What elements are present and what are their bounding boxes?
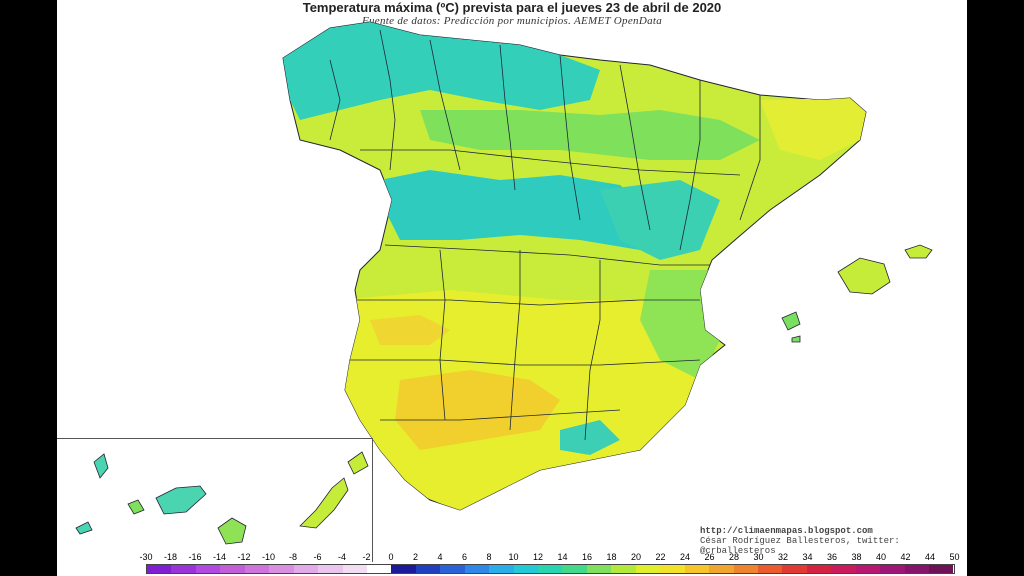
formentera — [791, 335, 801, 343]
temperature-color-scale — [146, 564, 955, 574]
legend-swatch — [391, 565, 416, 573]
legend-tick: 34 — [802, 552, 813, 562]
legend-tick: 32 — [777, 552, 789, 562]
legend-swatch — [220, 565, 245, 573]
legend-tick: 44 — [924, 552, 936, 562]
legend-tick: -12 — [237, 552, 251, 562]
legend-swatch — [293, 565, 319, 573]
fuerteventura — [299, 477, 349, 529]
la-gomera — [127, 499, 145, 515]
legend-swatch — [806, 565, 832, 573]
legend-swatch — [440, 565, 465, 573]
blog-url: http://climaenmapas.blogspot.com — [700, 526, 873, 536]
legend-swatch — [489, 565, 514, 573]
legend-tick: 18 — [606, 552, 617, 562]
legend-tick: -8 — [288, 552, 298, 562]
legend-tick: 4 — [437, 552, 443, 562]
legend-swatch — [929, 565, 954, 573]
author-credit: César Rodríguez Ballesteros, twitter: @c… — [700, 536, 900, 556]
legend-tick: 38 — [851, 552, 862, 562]
legend-swatch — [415, 565, 441, 573]
guadiana-warm-zone — [370, 315, 450, 345]
legend-swatch — [880, 565, 905, 573]
legend-tick: 26 — [704, 552, 715, 562]
legend-swatch — [562, 565, 587, 573]
cantabrian-green-zone — [420, 110, 760, 160]
legend-swatch — [782, 565, 807, 573]
legend-tick: 36 — [826, 552, 838, 562]
legend-swatch — [757, 565, 783, 573]
legend-swatch — [586, 565, 612, 573]
el-hierro — [75, 521, 93, 535]
ibiza — [781, 311, 801, 331]
legend-tick: 6 — [461, 552, 468, 562]
legend-tick: -6 — [313, 552, 322, 562]
legend-tick: 28 — [728, 552, 740, 562]
legend-swatch — [831, 565, 856, 573]
la-palma — [93, 453, 109, 479]
legend-tick: 42 — [900, 552, 911, 562]
legend-tick: -18 — [163, 552, 178, 562]
right-letterbox — [967, 0, 1024, 576]
legend-swatch — [513, 565, 538, 573]
legend-swatch — [195, 565, 221, 573]
menorca — [904, 244, 933, 259]
legend-swatch — [366, 565, 392, 573]
legend-tick: 10 — [508, 552, 519, 562]
pyrenees-yellow-zone — [760, 98, 866, 160]
legend-swatch — [342, 565, 367, 573]
province-boundaries — [329, 29, 761, 441]
legend-swatch — [660, 565, 685, 573]
legend-swatch — [904, 565, 929, 573]
galicia-cool-zone — [283, 22, 600, 120]
legend-swatch — [269, 565, 294, 573]
legend-swatch — [538, 565, 563, 573]
legend-tick: -30 — [139, 552, 153, 562]
legend-tick: 0 — [388, 552, 394, 562]
legend-tick: 40 — [875, 552, 887, 562]
legend-swatch — [464, 565, 490, 573]
mallorca — [837, 257, 891, 295]
legend-tick: 30 — [753, 552, 764, 562]
legend-swatch — [733, 565, 758, 573]
legend-tick: -16 — [188, 552, 202, 562]
map-title: Temperatura máxima (ºC) prevista para el… — [302, 0, 722, 15]
legend-swatch — [318, 565, 343, 573]
legend-tick: 50 — [949, 552, 960, 562]
legend-tick: 16 — [581, 552, 593, 562]
legend-swatch — [709, 565, 734, 573]
sierra-nevada-cool-zone — [560, 420, 620, 455]
legend-swatch — [684, 565, 710, 573]
legend-swatch — [855, 565, 881, 573]
legend-swatch — [244, 565, 270, 573]
legend-tick: -4 — [337, 552, 347, 562]
tenerife — [155, 485, 207, 515]
credits: http://climaenmapas.blogspot.com César R… — [700, 526, 950, 556]
legend-tick: -10 — [261, 552, 276, 562]
canary-islands-inset-frame — [57, 438, 373, 562]
legend-tick: 22 — [655, 552, 666, 562]
legend-tick: -2 — [362, 552, 371, 562]
legend-swatch — [171, 565, 196, 573]
legend-tick: -14 — [212, 552, 227, 562]
legend-swatch — [611, 565, 636, 573]
guadalquivir-warm-zone — [395, 370, 560, 450]
legend-tick: 8 — [486, 552, 492, 562]
gran-canaria — [217, 517, 247, 545]
legend-tick: 24 — [679, 552, 691, 562]
left-letterbox — [0, 0, 57, 576]
legend-tick: 12 — [532, 552, 544, 562]
lanzarote — [347, 451, 369, 475]
legend-tick: 14 — [557, 552, 568, 562]
meseta-north-cool-zone — [380, 170, 650, 250]
legend-tick: 20 — [630, 552, 642, 562]
legend-swatch — [635, 565, 661, 573]
legend-tick-labels: -30 -18 -16 -14 -12 -10 -8 -6 -4 -2 0 2 4 6 8 10 12 14 16 1… — [138, 552, 968, 563]
map-subtitle: Fuente de datos: Predicción por municipi… — [361, 15, 663, 27]
legend-swatch — [147, 565, 172, 573]
legend-tick: 2 — [412, 552, 419, 562]
